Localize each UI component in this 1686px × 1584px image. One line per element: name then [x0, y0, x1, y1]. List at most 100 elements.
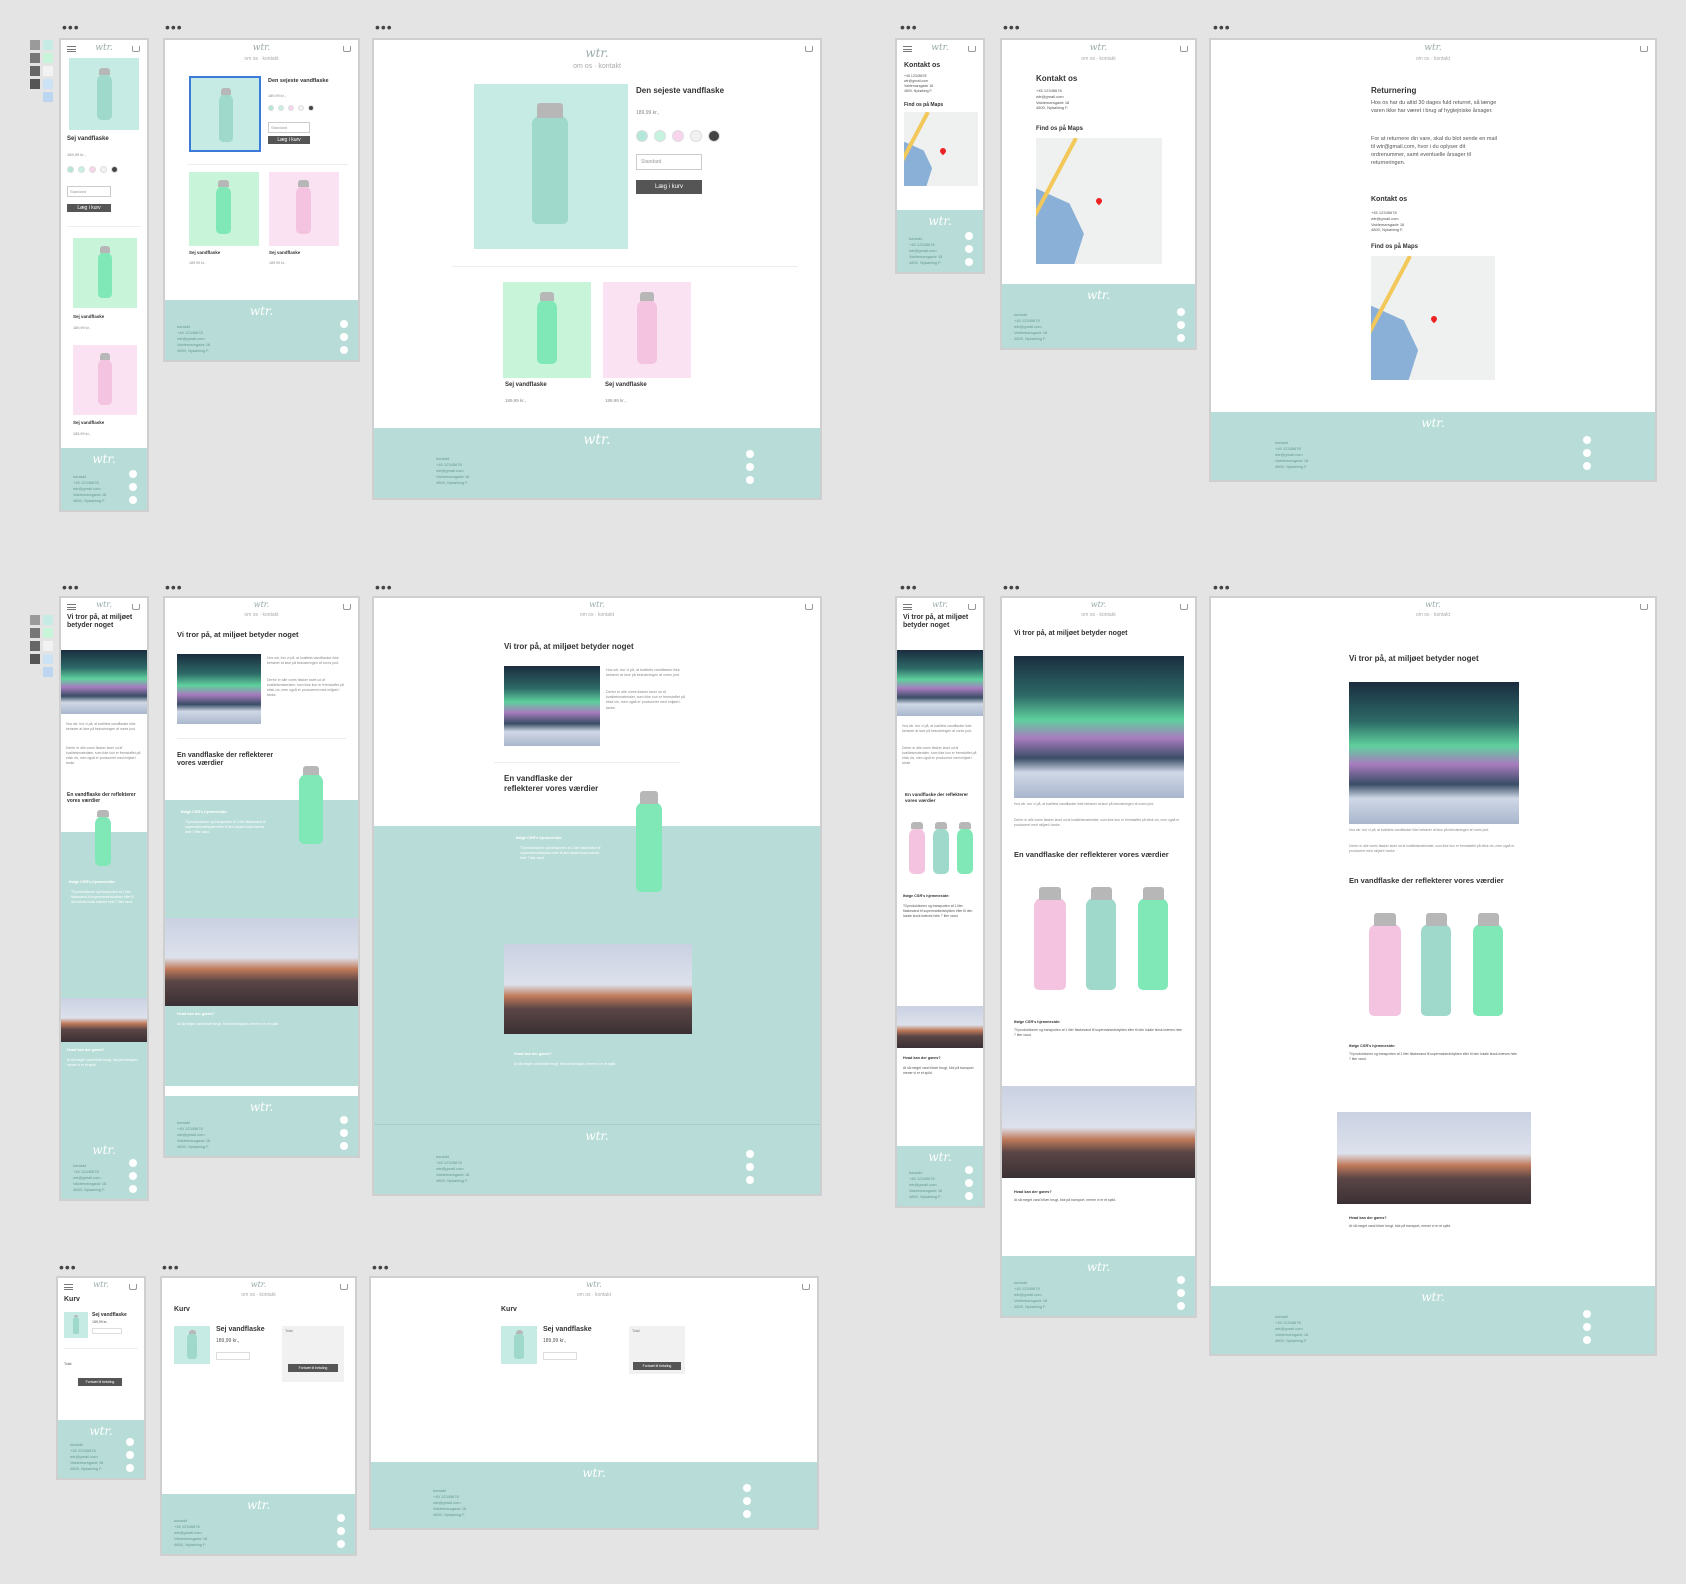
nav-links[interactable]: om os · kontakt: [241, 1292, 276, 1298]
cart-icon[interactable]: [129, 1284, 137, 1290]
logo[interactable]: wtr.: [585, 46, 609, 60]
related-product-title-pink[interactable]: Sej vandflaske: [73, 420, 105, 425]
nav-links[interactable]: om os · kontakt: [244, 56, 279, 62]
twitter-icon[interactable]: [1583, 462, 1591, 470]
frame-menu-dots[interactable]: •••: [59, 1259, 77, 1275]
social-icons[interactable]: [743, 1484, 751, 1518]
facebook-icon[interactable]: [340, 1116, 348, 1124]
add-to-cart-button[interactable]: Læg i kurv: [636, 180, 702, 194]
related-product-title-pink[interactable]: Sej vandflaske: [605, 382, 647, 388]
size-select[interactable]: Standard: [268, 122, 310, 133]
instagram-icon[interactable]: [743, 1497, 751, 1505]
social-icons[interactable]: [965, 1166, 973, 1200]
nav-links[interactable]: om os · kontakt: [573, 63, 621, 70]
instagram-icon[interactable]: [337, 1527, 345, 1535]
twitter-icon[interactable]: [1177, 334, 1185, 342]
map-embed[interactable]: [904, 112, 978, 186]
contact-email[interactable]: wtr@gmail.com: [904, 79, 929, 84]
nav-links[interactable]: om os · kontakt: [1081, 612, 1116, 618]
contact-email[interactable]: wtr@gmail.com: [1036, 93, 1064, 99]
related-product-image[interactable]: [73, 238, 137, 308]
add-to-cart-button[interactable]: Læg i kurv: [67, 204, 111, 212]
nav-links[interactable]: om os · kontakt: [579, 612, 615, 618]
logo[interactable]: wtr.: [96, 600, 112, 609]
cart-icon[interactable]: [340, 1284, 348, 1290]
facebook-icon[interactable]: [337, 1514, 345, 1522]
nav-om-os[interactable]: om os: [1415, 56, 1430, 62]
nav-kontakt[interactable]: kontakt: [259, 1292, 276, 1298]
twitter-icon[interactable]: [743, 1510, 751, 1518]
twitter-icon[interactable]: [746, 1176, 754, 1184]
checkout-button[interactable]: Fortsæt til betaling: [633, 1362, 681, 1370]
twitter-icon[interactable]: [965, 258, 973, 266]
instagram-icon[interactable]: [1583, 1323, 1591, 1331]
logo[interactable]: wtr.: [586, 1280, 602, 1289]
product-image[interactable]: [474, 84, 628, 249]
social-icons[interactable]: [1177, 308, 1185, 342]
related-product-title[interactable]: Sej vandflaske: [505, 382, 547, 388]
frame-menu-dots[interactable]: •••: [62, 579, 80, 595]
cart-icon[interactable]: [343, 46, 351, 52]
twitter-icon[interactable]: [746, 476, 754, 484]
twitter-icon[interactable]: [1177, 1302, 1185, 1310]
related-product-image-pink[interactable]: [603, 282, 691, 378]
social-icons[interactable]: [965, 232, 973, 266]
logo[interactable]: wtr.: [252, 43, 271, 53]
product-image[interactable]: [189, 76, 261, 152]
social-icons[interactable]: [337, 1514, 345, 1548]
facebook-icon[interactable]: [743, 1484, 751, 1492]
nav-kontakt[interactable]: kontakt: [262, 612, 279, 618]
related-product-image-pink[interactable]: [269, 172, 339, 246]
social-icons[interactable]: [1177, 1276, 1185, 1310]
nav-kontakt[interactable]: kontakt: [262, 56, 279, 62]
facebook-icon[interactable]: [340, 320, 348, 328]
social-icons[interactable]: [1583, 1310, 1591, 1344]
nav-kontakt[interactable]: kontakt: [1099, 56, 1116, 62]
hamburger-icon[interactable]: [67, 46, 76, 52]
facebook-icon[interactable]: [129, 470, 137, 478]
facebook-icon[interactable]: [746, 1150, 754, 1158]
quantity-stepper[interactable]: [543, 1352, 577, 1360]
instagram-icon[interactable]: [129, 1172, 137, 1180]
instagram-icon[interactable]: [965, 245, 973, 253]
nav-om-os[interactable]: om os: [579, 612, 594, 618]
cart-icon[interactable]: [1640, 604, 1648, 610]
social-icons[interactable]: [129, 470, 137, 504]
size-select[interactable]: Standard: [636, 154, 702, 170]
logo[interactable]: wtr.: [931, 43, 949, 53]
twitter-icon[interactable]: [126, 1464, 134, 1472]
facebook-icon[interactable]: [129, 1159, 137, 1167]
color-swatches[interactable]: [268, 105, 314, 111]
related-product-title[interactable]: Sej vandflaske: [73, 314, 105, 319]
twitter-icon[interactable]: [340, 1142, 348, 1150]
frame-menu-dots[interactable]: •••: [162, 1259, 180, 1275]
related-product-image[interactable]: [503, 282, 591, 378]
logo[interactable]: wtr.: [589, 600, 605, 609]
social-icons[interactable]: [340, 1116, 348, 1150]
size-select[interactable]: Standard: [67, 186, 111, 197]
cart-icon[interactable]: [805, 46, 813, 52]
nav-kontakt[interactable]: kontakt: [1433, 612, 1451, 618]
hamburger-icon[interactable]: [903, 604, 912, 610]
checkout-button[interactable]: Fortsæt til betaling: [78, 1378, 122, 1386]
frame-menu-dots[interactable]: •••: [1213, 579, 1231, 595]
twitter-icon[interactable]: [1583, 1336, 1591, 1344]
nav-links[interactable]: om os · kontakt: [576, 1292, 612, 1298]
twitter-icon[interactable]: [129, 496, 137, 504]
nav-om-os[interactable]: om os: [241, 1292, 256, 1298]
nav-om-os[interactable]: om os: [1415, 612, 1430, 618]
cart-icon[interactable]: [1180, 46, 1188, 52]
cart-icon[interactable]: [968, 604, 976, 610]
frame-menu-dots[interactable]: •••: [165, 19, 183, 35]
hamburger-icon[interactable]: [903, 46, 912, 52]
twitter-icon[interactable]: [337, 1540, 345, 1548]
frame-menu-dots[interactable]: •••: [375, 19, 393, 35]
product-image[interactable]: [69, 58, 139, 130]
nav-om-os[interactable]: om os: [244, 612, 259, 618]
frame-menu-dots[interactable]: •••: [372, 1259, 390, 1275]
frame-menu-dots[interactable]: •••: [900, 579, 918, 595]
instagram-icon[interactable]: [965, 1179, 973, 1187]
nav-kontakt[interactable]: kontakt: [1433, 56, 1451, 62]
facebook-icon[interactable]: [965, 1166, 973, 1174]
related-product-title[interactable]: Sej vandflaske: [189, 250, 221, 255]
